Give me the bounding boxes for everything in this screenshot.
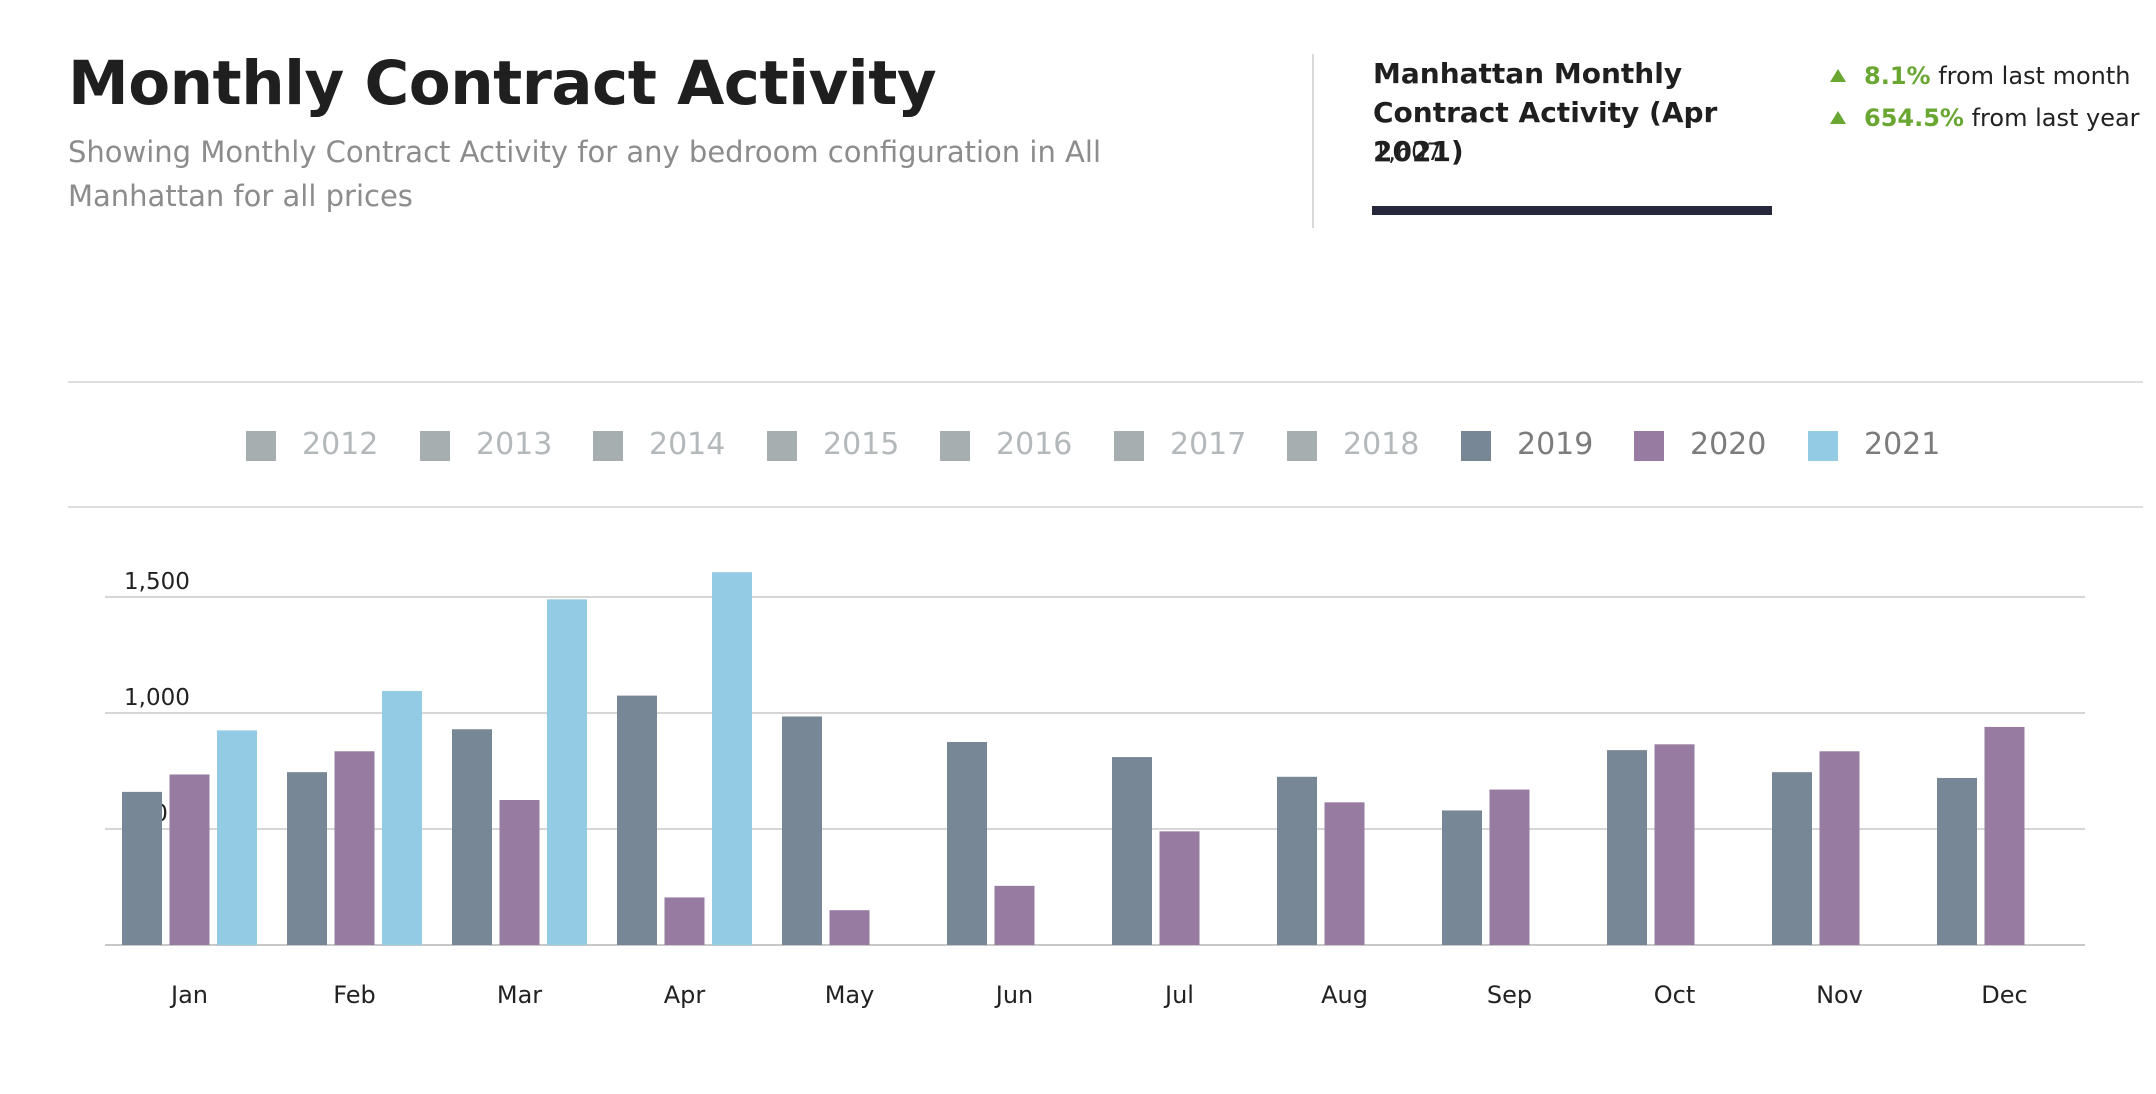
legend-label: 2018 — [1343, 427, 1420, 462]
bar-2019-feb — [287, 772, 327, 945]
bar-2019-may — [782, 716, 822, 945]
x-tick-label: May — [825, 981, 875, 1009]
bar-2021-jan — [217, 730, 257, 945]
x-tick-label: Aug — [1321, 981, 1368, 1009]
legend-swatch — [767, 431, 797, 461]
bar-2019-oct — [1607, 750, 1647, 945]
bar-2019-sep — [1442, 810, 1482, 945]
page-title: Monthly Contract Activity — [68, 48, 937, 119]
bar-2019-jan — [122, 791, 162, 945]
bar-2019-jun — [947, 742, 987, 945]
bar-2021-apr — [712, 572, 752, 945]
bar-2019-jul — [1112, 757, 1152, 945]
stat-bar — [1372, 206, 1772, 215]
x-tick-label: Jul — [1163, 981, 1194, 1009]
up-triangle-icon — [1830, 69, 1846, 82]
bar-2021-feb — [382, 690, 422, 945]
legend-label: 2016 — [996, 427, 1073, 462]
y-tick-label: 1,000 — [124, 685, 190, 711]
legend-swatch — [420, 431, 450, 461]
x-tick-label: Sep — [1487, 981, 1532, 1009]
x-tick-label: Jan — [169, 981, 208, 1009]
bar-2020-oct — [1654, 744, 1695, 945]
x-tick-label: Mar — [497, 981, 542, 1009]
legend-label: 2017 — [1170, 427, 1247, 462]
bar-2019-nov — [1772, 772, 1812, 945]
bar-2019-mar — [452, 729, 492, 945]
change-year-text: from last year — [1963, 104, 2140, 132]
x-tick-label: Feb — [333, 981, 376, 1009]
bar-2019-aug — [1277, 776, 1317, 945]
change-year-pct: 654.5% — [1864, 104, 1964, 132]
change-month: 8.1% from last month — [1830, 62, 2130, 90]
header-divider — [1312, 54, 1314, 228]
bar-2020-aug — [1324, 802, 1365, 945]
legend-swatch — [246, 431, 276, 461]
x-tick-label: Dec — [1981, 981, 2027, 1009]
x-tick-label: Apr — [664, 981, 706, 1009]
bar-2020-dec — [1984, 726, 2025, 945]
legend-label: 2021 — [1864, 427, 1941, 462]
stat-title: Manhattan Monthly Contract Activity (Apr… — [1373, 57, 1718, 168]
legend-swatch — [1808, 431, 1838, 461]
bar-2020-sep — [1489, 789, 1530, 945]
legend-top-divider — [68, 381, 2143, 383]
page-subtitle: Showing Monthly Contract Activity for an… — [68, 135, 1101, 213]
bar-2019-dec — [1937, 777, 1977, 945]
bar-2020-mar — [499, 800, 540, 945]
stat-value: 1,607 — [1373, 138, 1442, 166]
up-triangle-icon — [1830, 111, 1846, 124]
legend-swatch — [940, 431, 970, 461]
legend-swatch — [593, 431, 623, 461]
x-tick-label: Oct — [1654, 981, 1696, 1009]
legend-label: 2014 — [649, 427, 726, 462]
bar-2020-nov — [1819, 751, 1860, 945]
legend-swatch — [1461, 431, 1491, 461]
legend-label: 2013 — [476, 427, 553, 462]
change-year: 654.5% from last year — [1830, 104, 2140, 132]
bar-2020-jan — [169, 774, 210, 945]
change-month-pct: 8.1% — [1864, 62, 1931, 90]
bar-2020-feb — [334, 751, 375, 945]
bar-2021-mar — [547, 599, 587, 945]
bar-2020-jul — [1159, 831, 1200, 945]
legend-label: 2019 — [1517, 427, 1594, 462]
legend-swatch — [1634, 431, 1664, 461]
x-tick-label: Jun — [994, 981, 1034, 1009]
y-tick-label: 1,500 — [124, 569, 190, 595]
x-tick-label: Nov — [1816, 981, 1863, 1009]
legend-label: 2015 — [823, 427, 900, 462]
legend-swatch — [1114, 431, 1144, 461]
bar-2019-apr — [617, 695, 657, 945]
bar-2020-jun — [994, 885, 1035, 945]
legend-label: 2020 — [1690, 427, 1767, 462]
legend-label: 2012 — [302, 427, 379, 462]
legend-bottom-divider — [68, 506, 2143, 508]
bar-2020-apr — [664, 897, 705, 945]
legend-swatch — [1287, 431, 1317, 461]
bar-2020-may — [829, 910, 870, 945]
change-month-text: from last month — [1930, 62, 2131, 90]
